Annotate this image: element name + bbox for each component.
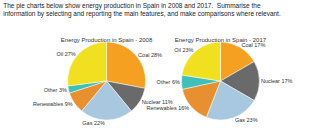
svg-text:Renewables 16%: Renewables 16% — [146, 105, 189, 111]
svg-text:Energy Production in Spain - 2: Energy Production in Spain - 2017 — [175, 37, 267, 43]
svg-text:Oil 23%: Oil 23% — [174, 47, 193, 53]
svg-text:Coal 28%: Coal 28% — [138, 52, 162, 58]
svg-text:Renewables 9%: Renewables 9% — [33, 101, 73, 107]
svg-text:Nuclear 17%: Nuclear 17% — [261, 78, 293, 84]
svg-text:Nuclear 11%: Nuclear 11% — [142, 99, 173, 105]
svg-text:Energy Production in Spain - 2: Energy Production in Spain - 2008 — [61, 37, 153, 43]
svg-text:Gas 23%: Gas 23% — [235, 117, 258, 123]
svg-text:Other 3%: Other 3% — [44, 87, 67, 93]
svg-text:Oil 27%: Oil 27% — [56, 51, 75, 57]
svg-text:The pie charts below show ener: The pie charts below show energy product… — [3, 2, 281, 18]
svg-text:Gas 22%: Gas 22% — [82, 120, 105, 126]
svg-text:Coal 17%: Coal 17% — [241, 42, 265, 48]
svg-text:Other 6%: Other 6% — [157, 79, 180, 85]
